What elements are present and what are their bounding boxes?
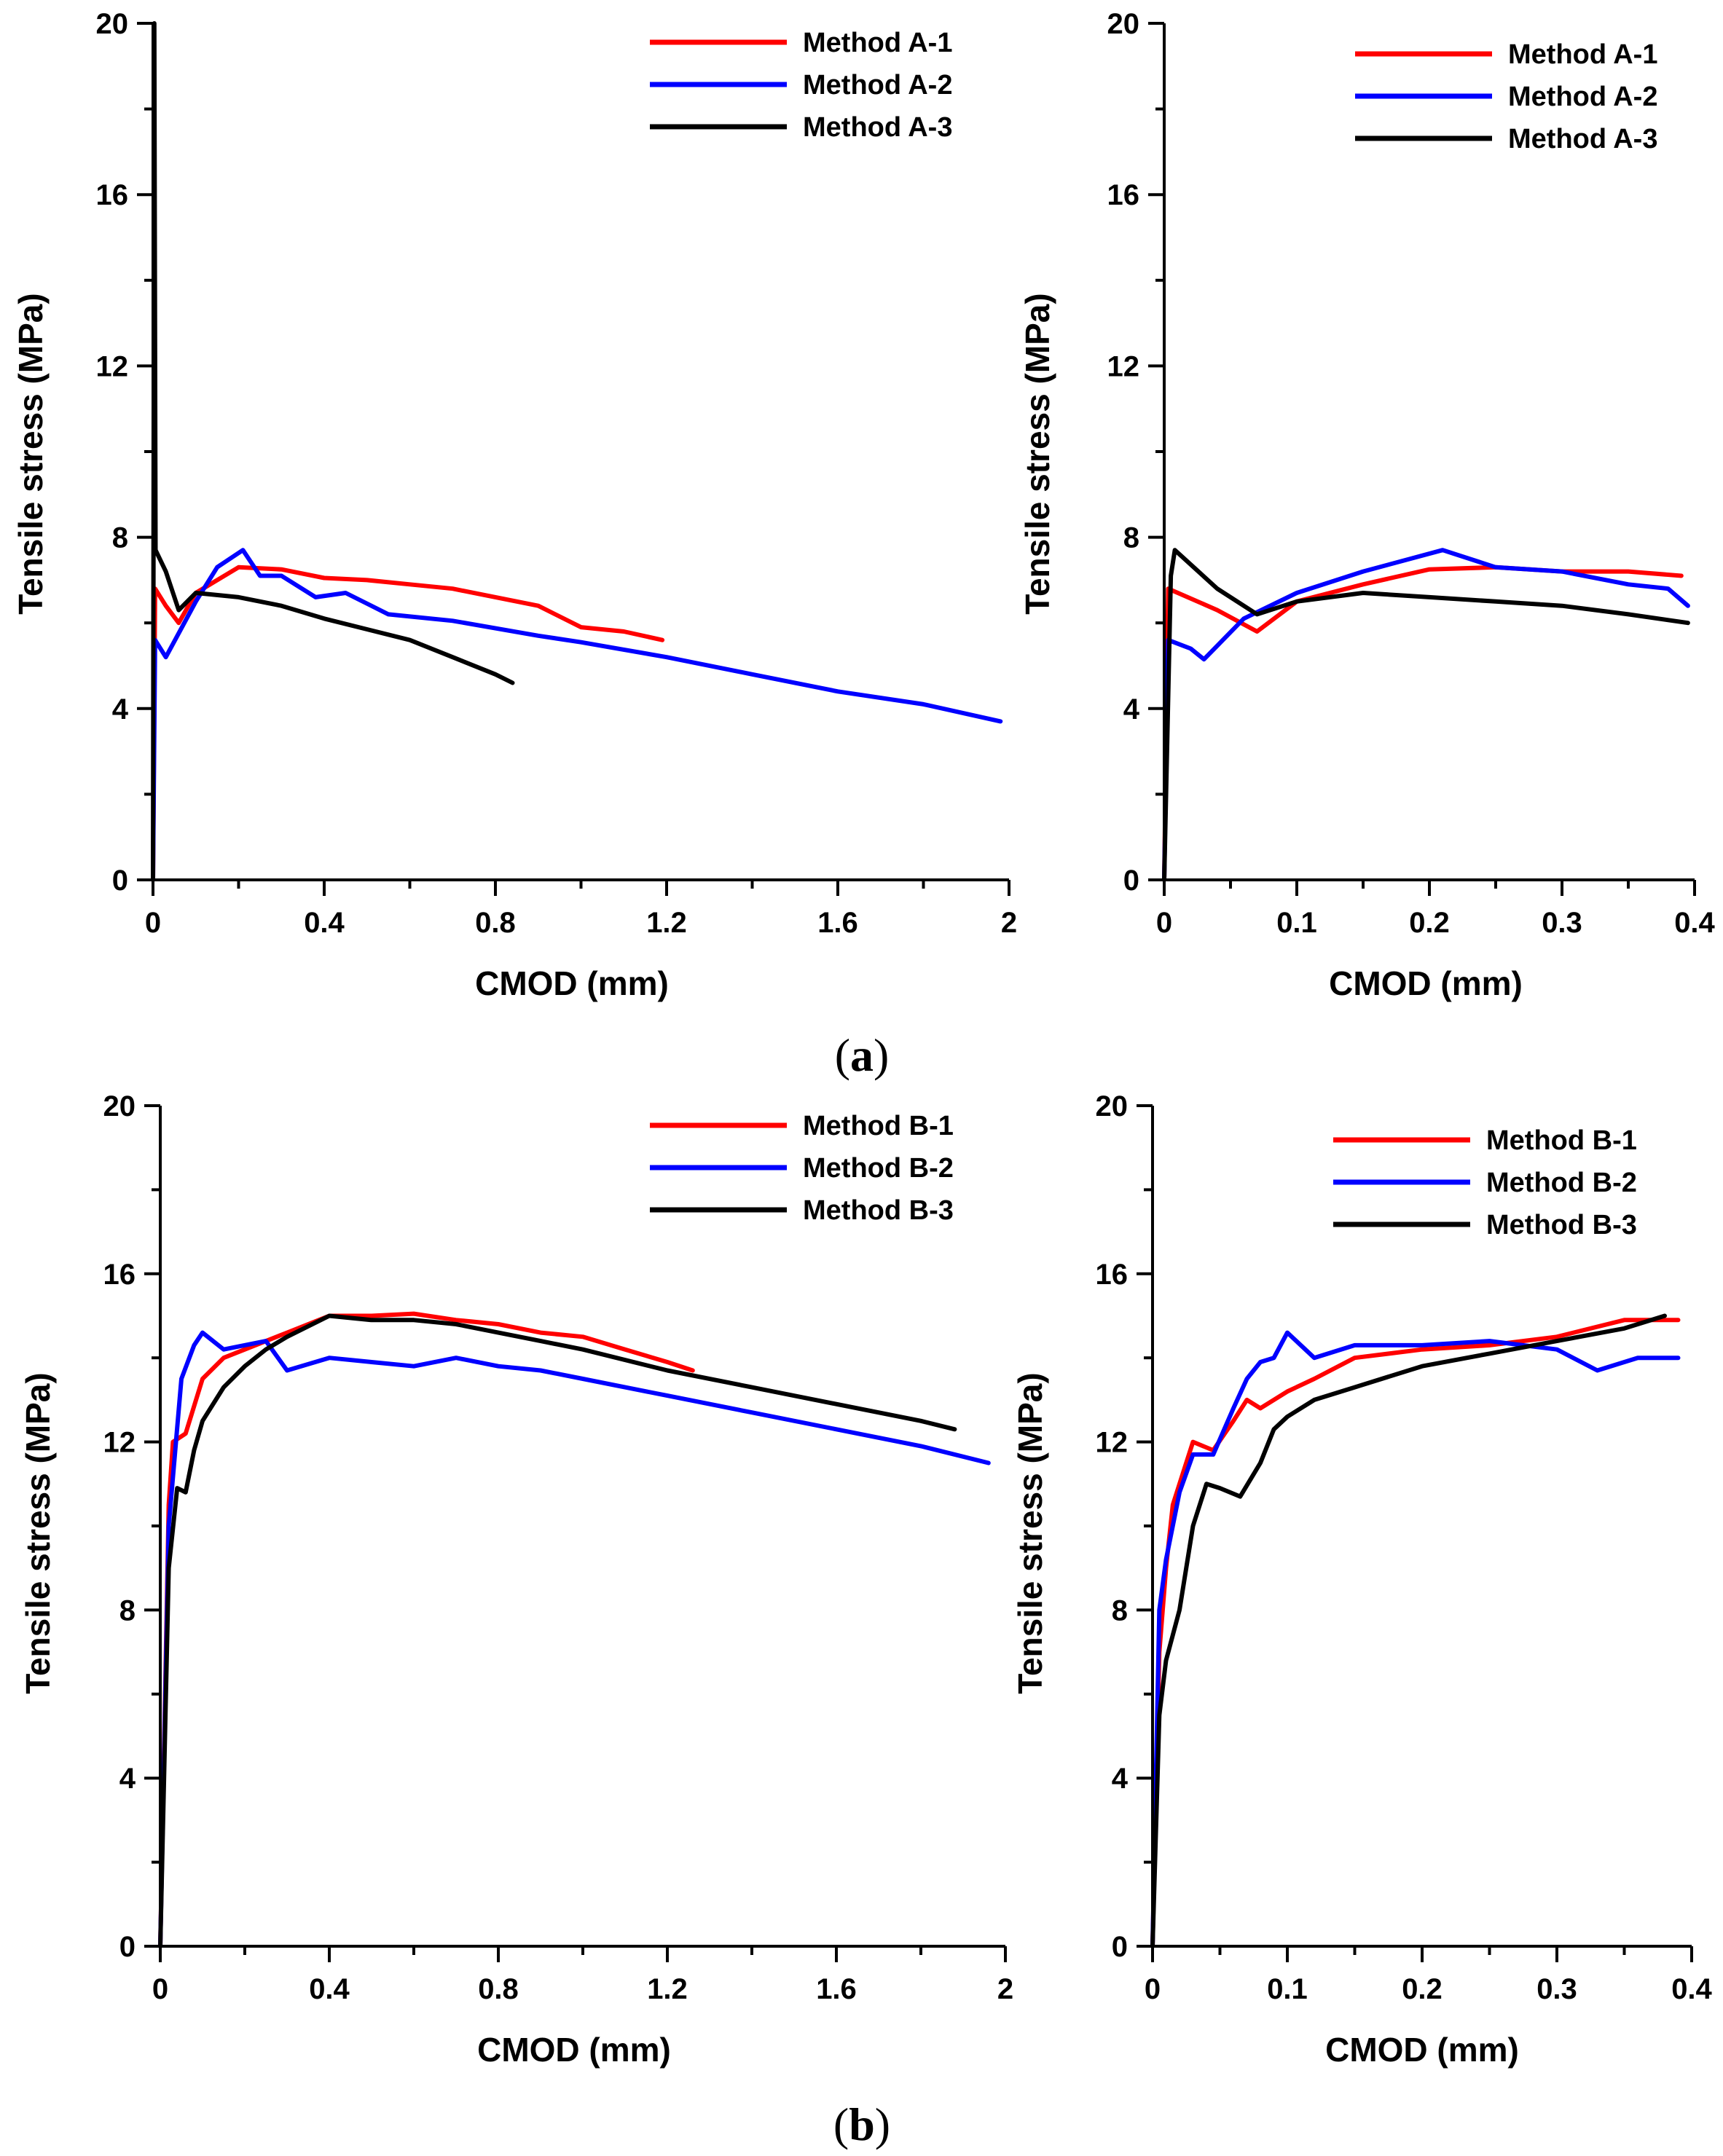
y-tick-label: 20 xyxy=(103,1090,136,1122)
y-tick-label: 12 xyxy=(103,1427,136,1459)
x-tick-label: 0 xyxy=(1145,1973,1161,2005)
x-axis-title: CMOD (mm) xyxy=(477,2031,671,2069)
y-tick-label: 12 xyxy=(1107,350,1140,382)
legend-label-3: Method B-3 xyxy=(1486,1210,1637,1240)
series-line-3 xyxy=(151,21,515,882)
series-line-1 xyxy=(158,1311,695,1948)
y-tick-label: 16 xyxy=(96,179,129,211)
panel-label-open: ( xyxy=(833,2098,849,2150)
x-tick-label: 0.4 xyxy=(1674,907,1715,939)
x-tick-label: 1.6 xyxy=(816,1973,857,2005)
x-tick-label: 0.4 xyxy=(309,1973,350,2005)
panel-label-letter: a xyxy=(850,1029,874,1081)
panel-label-close: ) xyxy=(875,2098,890,2150)
chart-a-zoomed: Tensile stress (MPa) CMOD (mm) 0 0.1 0.2 0.… xyxy=(1019,8,1716,1002)
y-axis-title: Tensile stress (MPa) xyxy=(1019,293,1056,614)
y-axis-title: Tensile stress (MPa) xyxy=(19,1372,57,1693)
y-tick-label: 0 xyxy=(1123,865,1139,897)
y-tick-label: 4 xyxy=(1123,693,1140,725)
y-tick-label: 20 xyxy=(1107,8,1140,40)
y-tick-label: 20 xyxy=(1096,1090,1129,1122)
x-tick-label: 2 xyxy=(997,1973,1013,2005)
x-axis-title: CMOD (mm) xyxy=(475,964,669,1002)
y-tick-label: 16 xyxy=(103,1259,136,1291)
x-tick-label: 0.4 xyxy=(1671,1973,1712,2005)
x-tick-label: 0 xyxy=(152,1973,168,2005)
legend-label-1: Method B-1 xyxy=(1486,1125,1637,1156)
x-tick-label: 0.2 xyxy=(1409,907,1450,939)
series-line-3 xyxy=(1162,548,1690,882)
series-line-3 xyxy=(158,1313,957,1948)
x-tick-label: 0.8 xyxy=(478,1973,519,2005)
legend-label-3: Method A-3 xyxy=(1508,124,1657,154)
y-tick-label: 8 xyxy=(1123,522,1139,554)
x-tick-label: 0.4 xyxy=(304,907,345,939)
series-line-2 xyxy=(1150,1330,1681,1948)
legend-label-2: Method B-2 xyxy=(1486,1168,1637,1198)
y-axis-title: Tensile stress (MPa) xyxy=(1011,1372,1049,1693)
y-tick-label: 4 xyxy=(119,1763,136,1795)
panel-label-a: (a) xyxy=(835,1029,890,1081)
legend-label-2: Method A-2 xyxy=(803,70,952,101)
series-line-2 xyxy=(151,548,1003,882)
y-tick-label: 12 xyxy=(96,350,129,382)
x-tick-label: 0.1 xyxy=(1267,1973,1308,2005)
y-tick-label: 16 xyxy=(1107,179,1140,211)
x-tick-label: 1.6 xyxy=(817,907,858,939)
legend-label-3: Method A-3 xyxy=(803,112,952,143)
x-tick-label: 2 xyxy=(1001,907,1017,939)
x-tick-label: 0.3 xyxy=(1536,1973,1577,2005)
y-tick-label: 16 xyxy=(1096,1259,1129,1291)
y-tick-label: 0 xyxy=(1112,1931,1128,1963)
y-tick-label: 4 xyxy=(112,693,129,725)
legend-label-2: Method B-2 xyxy=(803,1153,954,1184)
chart-a-full-range: Tensile stress (MPa) CMOD (mm) 0 0.4 0.8 1.… xyxy=(12,8,1017,1002)
legend-label-1: Method B-1 xyxy=(803,1111,954,1141)
y-tick-label: 12 xyxy=(1096,1427,1129,1459)
y-tick-label: 8 xyxy=(1112,1594,1128,1626)
y-tick-label: 4 xyxy=(1112,1763,1129,1795)
x-tick-label: 0 xyxy=(1156,907,1172,939)
legend-label-1: Method A-1 xyxy=(803,28,952,58)
legend-label-2: Method A-2 xyxy=(1508,82,1657,112)
x-tick-label: 0.8 xyxy=(475,907,516,939)
series-line-2 xyxy=(1162,548,1690,882)
y-tick-label: 8 xyxy=(119,1594,136,1626)
panel-label-letter: b xyxy=(849,2098,875,2150)
chart-b-full-range: Tensile stress (MPa) CMOD (mm) 0 0.4 0.8 1.… xyxy=(19,1090,1013,2069)
panel-label-open: ( xyxy=(835,1029,850,1081)
x-tick-label: 0.1 xyxy=(1276,907,1317,939)
x-axis-title: CMOD (mm) xyxy=(1329,964,1523,1002)
series-line-1 xyxy=(151,564,665,882)
legend-label-1: Method A-1 xyxy=(1508,39,1657,70)
x-axis-title: CMOD (mm) xyxy=(1325,2031,1519,2069)
x-tick-label: 1.2 xyxy=(646,907,687,939)
legend-label-3: Method B-3 xyxy=(803,1195,954,1226)
y-axis-title: Tensile stress (MPa) xyxy=(12,293,50,614)
y-tick-label: 8 xyxy=(112,522,128,554)
x-tick-label: 0 xyxy=(145,907,161,939)
series-line-2 xyxy=(158,1330,991,1948)
series-line-3 xyxy=(1150,1313,1667,1948)
x-tick-label: 0.2 xyxy=(1402,1973,1443,2005)
y-tick-label: 0 xyxy=(119,1931,136,1963)
y-tick-label: 0 xyxy=(112,865,128,897)
series-line-1 xyxy=(1162,564,1684,882)
chart-b-zoomed: Tensile stress (MPa) CMOD (mm) 0 0.1 0.2 0.… xyxy=(1011,1090,1713,2069)
x-tick-label: 1.2 xyxy=(647,1973,688,2005)
x-tick-label: 0.3 xyxy=(1542,907,1582,939)
panel-label-close: ) xyxy=(874,1029,889,1081)
y-tick-label: 20 xyxy=(96,8,129,40)
panel-label-b: (b) xyxy=(833,2098,890,2150)
